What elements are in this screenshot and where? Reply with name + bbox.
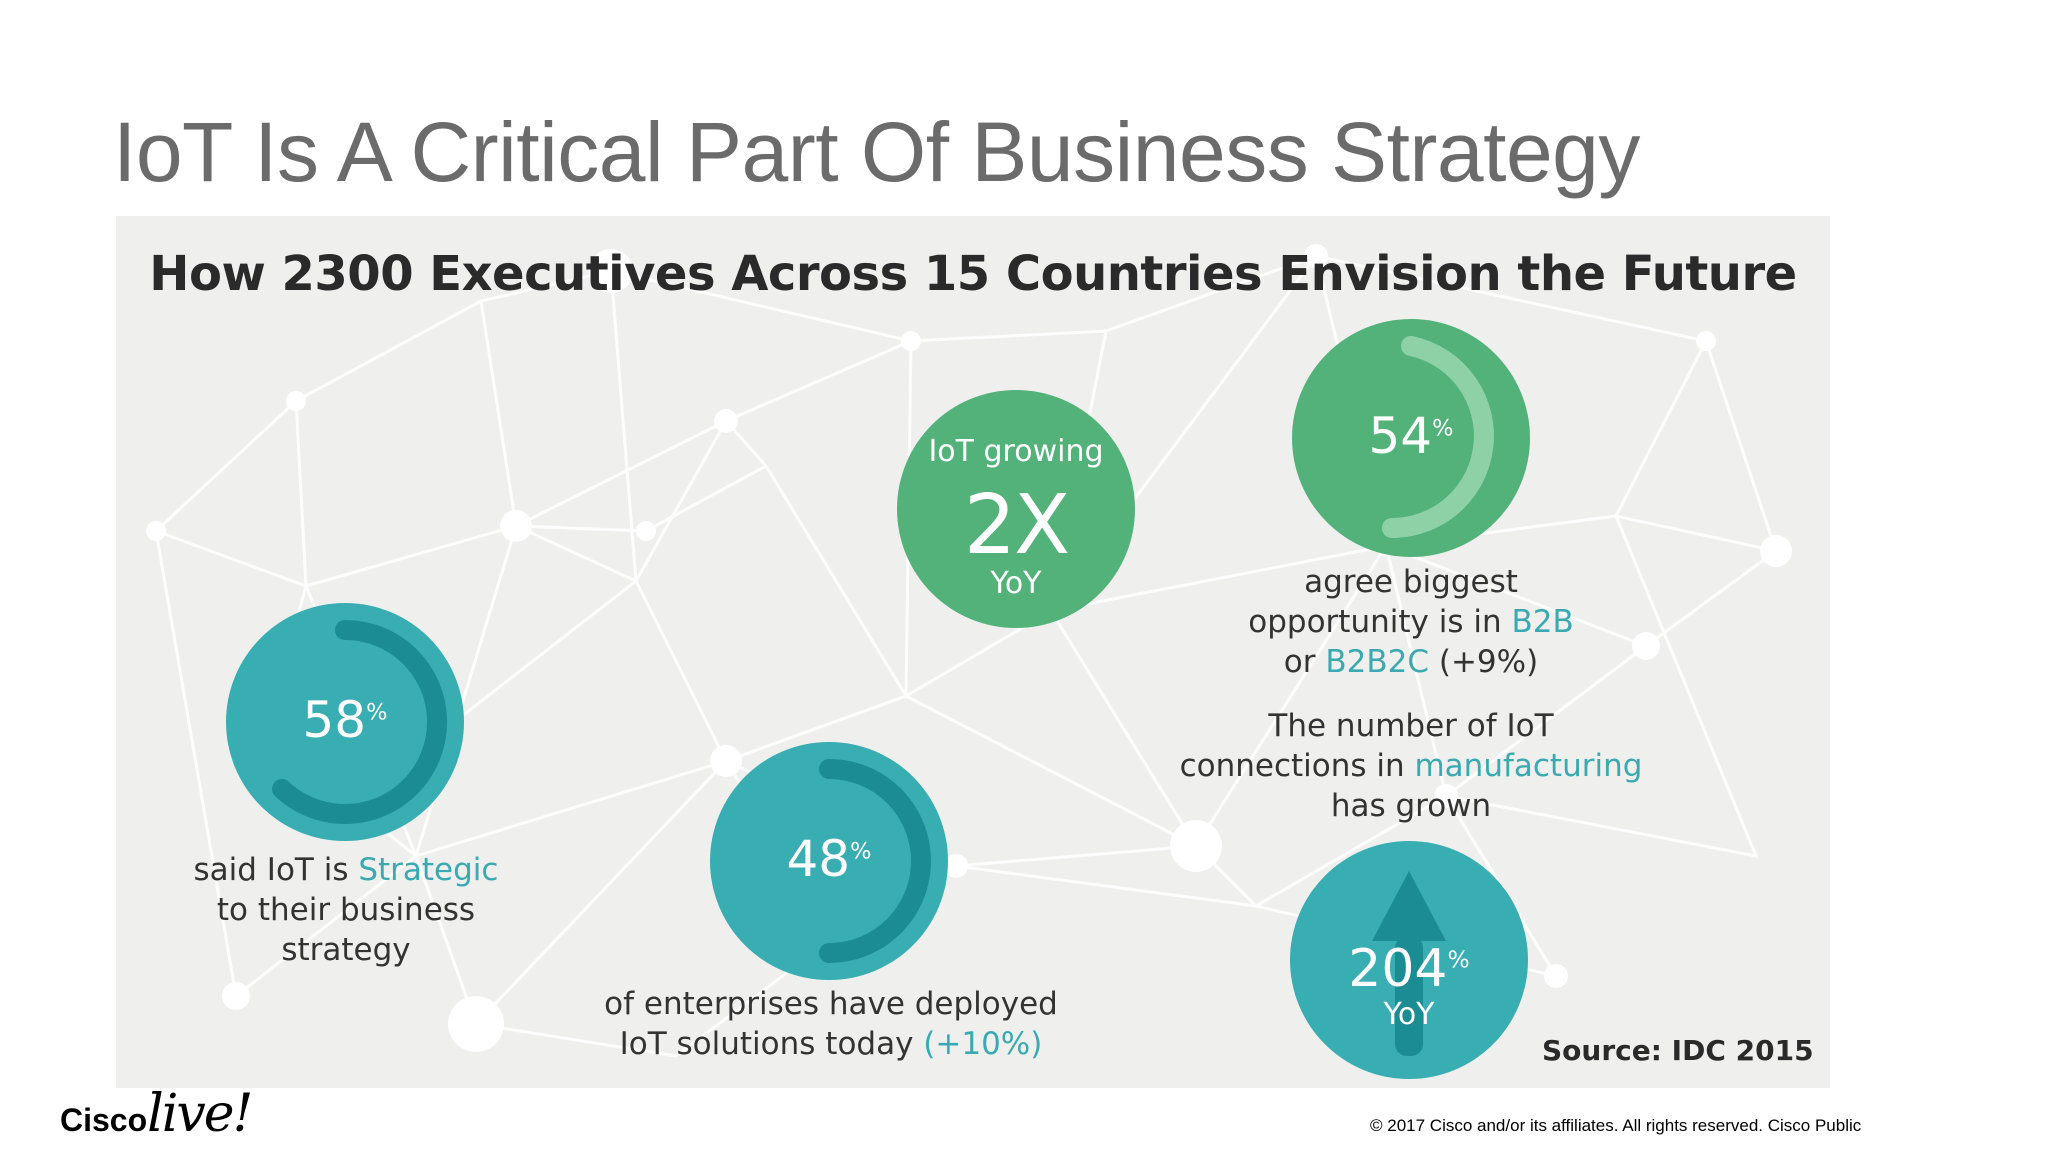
caption-highlight: B2B (1511, 604, 1574, 640)
caption-text: (+9%) (1429, 644, 1539, 680)
stat-value: 48 (786, 830, 851, 888)
progress-arc (819, 759, 931, 963)
logo-cisco-text: Cisco (60, 1102, 148, 1138)
caption-text: opportunity is in (1248, 604, 1512, 640)
caption-highlight: Strategic (358, 852, 499, 888)
stat-circle-manufacturing: 204% YoY (1290, 841, 1528, 1079)
caption-text: or (1283, 644, 1326, 680)
caption-text: to their business (216, 892, 476, 928)
source-label: Source: IDC 2015 (1542, 1034, 1814, 1067)
percent-sign: % (850, 838, 872, 865)
caption-text: has grown (1330, 788, 1492, 824)
infographic: How 2300 Executives Across 15 Countries … (116, 216, 1830, 1088)
stat-circle-b2b: 54% (1292, 319, 1530, 557)
growing-bottom-label: YoY (990, 566, 1042, 601)
up-arrow-icon (1372, 871, 1446, 1056)
stat-circle-growing: IoT growing 2X YoY (897, 390, 1135, 628)
stat-value: 54 (1368, 407, 1433, 465)
stat-caption-manufacturing: The number of IoT connections in manufac… (1176, 706, 1646, 826)
stat-circle-deployed: 48% (710, 742, 948, 980)
stat-value: 58 (302, 691, 367, 749)
stat-caption-b2b: agree biggest opportunity is in B2B or B… (1206, 562, 1616, 682)
caption-text: strategy (281, 932, 411, 968)
stat-caption-strategic: said IoT is Strategic to their business … (176, 850, 516, 970)
slide-title: IoT Is A Critical Part Of Business Strat… (113, 105, 1640, 199)
infographic-heading: How 2300 Executives Across 15 Countries … (149, 246, 1797, 302)
percent-sign: % (1432, 415, 1454, 442)
progress-arc (272, 620, 448, 824)
percent-sign: % (366, 699, 388, 726)
caption-text: said IoT is (193, 852, 359, 888)
caption-highlight: B2B2C (1325, 644, 1429, 680)
growing-value: 2X (963, 478, 1070, 573)
stat-value: 204 (1348, 939, 1448, 999)
caption-highlight: (+10%) (923, 1026, 1043, 1062)
stat-caption-deployed: of enterprises have deployed IoT solutio… (586, 984, 1076, 1064)
caption-text: connections in (1179, 748, 1415, 784)
copyright-text: © 2017 Cisco and/or its affiliates. All … (1370, 1116, 1862, 1135)
manufacturing-bottom-label: YoY (1383, 997, 1435, 1032)
cisco-live-logo: Ciscolive! (60, 1084, 253, 1144)
caption-text: of enterprises have deployed (604, 986, 1058, 1022)
caption-text: The number of IoT (1268, 708, 1554, 744)
caption-highlight: manufacturing (1414, 748, 1643, 784)
logo-live-text: live! (147, 1084, 253, 1144)
caption-text: IoT solutions today (619, 1026, 924, 1062)
stat-circle-strategic: 58% (226, 603, 464, 841)
caption-text: agree biggest (1304, 564, 1518, 600)
network-background (146, 244, 1792, 1058)
growing-top-label: IoT growing (928, 434, 1104, 469)
percent-sign: % (1447, 945, 1470, 974)
progress-arc (1382, 336, 1494, 538)
